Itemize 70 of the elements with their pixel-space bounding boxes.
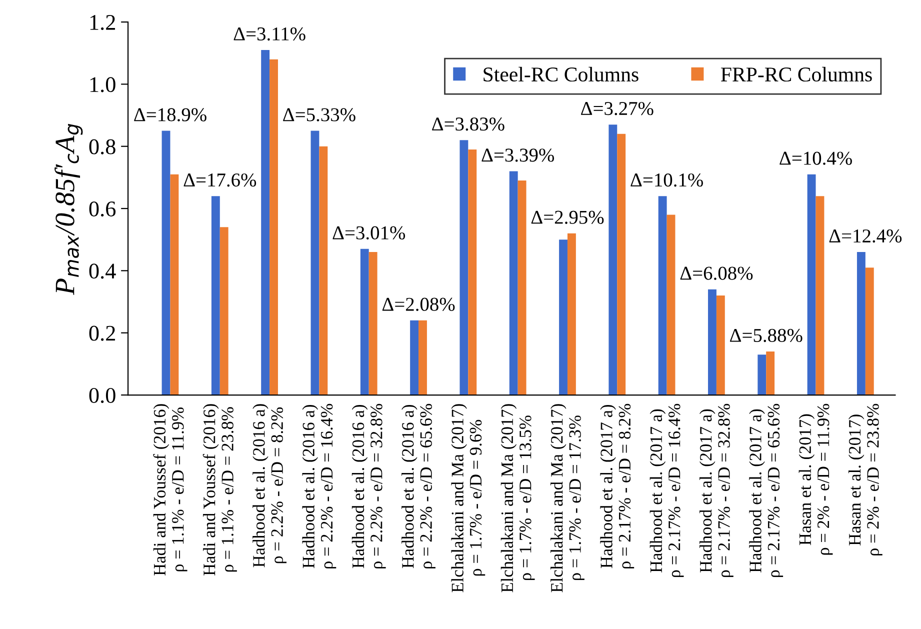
bar (460, 140, 468, 396)
x-tick-label: Hasan et al. (2017) ρ = 2% - e/D = 11.9% (798, 404, 833, 555)
bar (666, 214, 676, 396)
bar (807, 174, 816, 396)
bar (418, 320, 427, 396)
bar (468, 149, 477, 396)
bar (766, 351, 775, 396)
annotation: Δ=5.33% (283, 108, 356, 122)
y-tick-label: 0.8 (89, 139, 116, 154)
bar (716, 296, 725, 396)
annotation: Δ=17.6% (184, 173, 256, 187)
x-tick-label: Elchalakani and Ma (2017) ρ = 1.7% - e/D = 13.5% (500, 404, 535, 592)
x-tick-label: Hadhood et al. (2016 a) ρ = 2.2% - e/D = 32.8% (352, 404, 386, 568)
x-tick-label: Hadhood et al. (2017 a) ρ = 2.17% - e/D = 65.6% (749, 404, 784, 578)
x-tick-label: Elchalakani and Ma (2017) ρ = 1.7% - e/D = 9.6% (451, 404, 486, 592)
x-tick-label: Hadhood et al. (2016 a) ρ = 2.2% - e/D = 16.4% (302, 404, 336, 568)
annotation: Δ=10.4% (780, 152, 852, 165)
x-tick-label: Hadhood et al. (2017 a) ρ = 2.17% - e/D = 16.4% (650, 404, 684, 578)
annotation: Δ=12.4% (829, 229, 902, 243)
legend-label: FRP-RC Columns (720, 66, 872, 82)
annotation: Δ=6.08% (680, 266, 753, 280)
y-tick-label: 1.2 (90, 15, 115, 30)
y-tick-label: 0.6 (89, 201, 116, 217)
annotation: Δ=10.1% (630, 173, 703, 187)
x-tick-label: Hadhood et al. (2016 a) ρ = 2.2% - e/D = 65.6% (402, 404, 436, 568)
bar (816, 196, 824, 396)
x-tick-label: Hadhood et al. (2017 a) ρ = 2.17% - e/D = 8.2% (600, 404, 634, 568)
annotation: Δ=2.95% (531, 210, 604, 224)
bar (559, 240, 568, 396)
annotation: Δ=2.08% (382, 298, 455, 311)
bar (608, 124, 618, 396)
bar (509, 171, 518, 396)
bar (211, 196, 220, 396)
bar (368, 252, 378, 396)
bar (518, 180, 526, 396)
x-tick-label: Hadhood et al. (2016 a) ρ = 2.2% - e/D = 8.2% (252, 404, 286, 568)
annotation: Δ=3.01% (332, 226, 406, 240)
bar (261, 50, 270, 396)
annotation: Δ=3.83% (432, 118, 504, 131)
annotation: Δ=5.88% (730, 328, 802, 342)
annotation: Δ=3.39% (482, 148, 554, 162)
x-tick-label: Hadi and Youssef (2016) ρ = 1.1% - e/D = 11.9% (153, 404, 188, 576)
bar (170, 174, 179, 396)
x-tick-label: Hadhood et al. (2017 a) ρ = 2.17% - e/D = 32.8% (700, 404, 734, 578)
bar (708, 289, 716, 396)
annotation: Δ=3.11% (234, 27, 306, 41)
bar (360, 248, 369, 396)
bar (617, 134, 626, 396)
bar (567, 233, 576, 396)
bar (270, 59, 278, 396)
y-tick-label: 1.0 (90, 77, 116, 92)
bar (865, 268, 874, 396)
bar (319, 146, 328, 396)
bar (410, 320, 419, 396)
x-tick-label: Hasan et al. (2017) ρ = 2% - e/D = 23.8% (848, 404, 882, 556)
bar (856, 252, 866, 396)
annotation: Δ=18.9% (134, 108, 206, 122)
bar (658, 196, 667, 396)
annotation: Δ=3.27% (581, 102, 654, 116)
bar (758, 354, 766, 396)
y-tick-label: 0.0 (89, 388, 116, 404)
bar (220, 227, 228, 396)
x-tick-label: Hadi and Youssef (2016) ρ = 1.1% - e/D = 23.8% (202, 404, 237, 576)
legend-label: Steel-RC Columns (484, 66, 638, 82)
x-tick-label: Elchalakani and Ma (2017) ρ = 1.7% - e/D = 17.3% (550, 404, 584, 592)
y-tick-label: 0.4 (89, 264, 116, 279)
y-axis-title: P$_{max}$/0.85f′$_{c}$A$_{g}$ (54, 124, 83, 296)
y-tick-label: 0.2 (89, 326, 115, 341)
bar (162, 130, 170, 396)
bar (310, 130, 320, 396)
